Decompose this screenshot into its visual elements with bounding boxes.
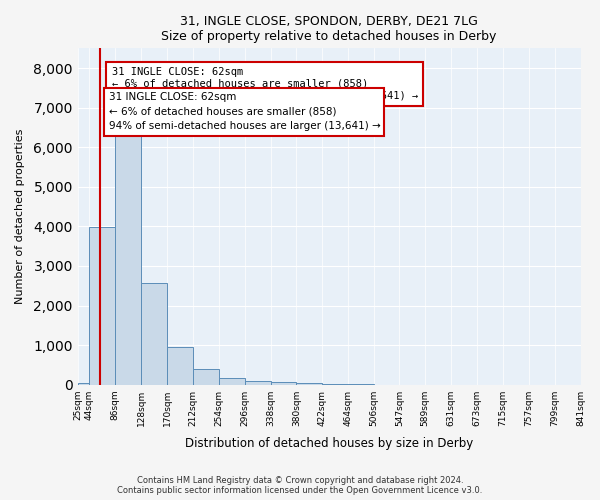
Title: 31, INGLE CLOSE, SPONDON, DERBY, DE21 7LG
Size of property relative to detached : 31, INGLE CLOSE, SPONDON, DERBY, DE21 7L… <box>161 15 497 43</box>
Bar <box>141 282 167 384</box>
Bar <box>219 378 245 384</box>
Text: 31 INGLE CLOSE: 62sqm
← 6% of detached houses are smaller (858)
94% of semi-deta: 31 INGLE CLOSE: 62sqm ← 6% of detached h… <box>109 92 380 132</box>
Y-axis label: Number of detached properties: Number of detached properties <box>15 129 25 304</box>
Bar <box>245 380 271 384</box>
Bar <box>193 369 219 384</box>
Bar <box>77 382 89 384</box>
X-axis label: Distribution of detached houses by size in Derby: Distribution of detached houses by size … <box>185 437 473 450</box>
Text: Contains HM Land Registry data © Crown copyright and database right 2024.
Contai: Contains HM Land Registry data © Crown c… <box>118 476 482 495</box>
Bar <box>115 128 141 384</box>
Text: 31 INGLE CLOSE: 62sqm
← 6% of detached houses are smaller (858)
94% of semi-deta: 31 INGLE CLOSE: 62sqm ← 6% of detached h… <box>112 68 418 100</box>
Bar <box>89 227 115 384</box>
Bar <box>271 382 296 384</box>
Bar <box>167 347 193 385</box>
